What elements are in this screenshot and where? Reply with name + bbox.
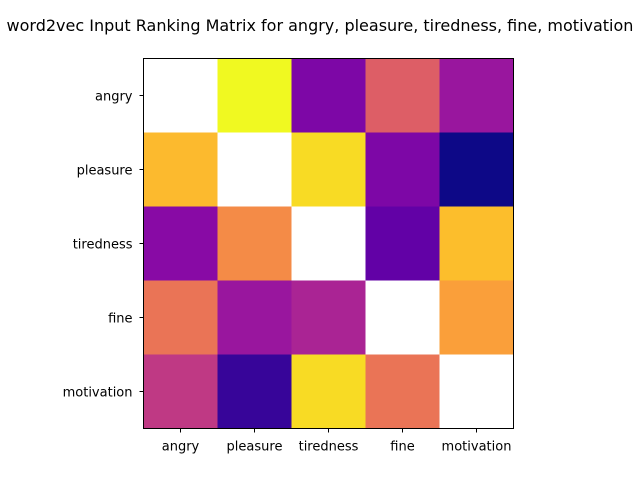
heatmap-cell-motivation-tiredness xyxy=(291,354,366,429)
heatmap-cell-fine-tiredness xyxy=(291,280,366,355)
y-tick-label: angry xyxy=(95,90,133,105)
heatmap-cell-tiredness-pleasure xyxy=(217,206,292,281)
y-tick-label: motivation xyxy=(63,386,133,401)
x-tick-label: fine xyxy=(390,440,414,455)
heatmap-cell-tiredness-angry xyxy=(143,206,218,281)
heatmap-cell-pleasure-angry xyxy=(143,132,218,207)
heatmap-cell-motivation-pleasure xyxy=(217,354,292,429)
heatmap-cell-motivation-fine xyxy=(365,354,440,429)
y-tick-label: pleasure xyxy=(77,164,133,179)
x-tick-label: pleasure xyxy=(227,440,283,455)
heatmap-cell-pleasure-motivation xyxy=(439,132,514,207)
heatmap-cell-tiredness-tiredness xyxy=(291,206,366,281)
heatmap-cell-fine-motivation xyxy=(439,280,514,355)
heatmap-cell-tiredness-motivation xyxy=(439,206,514,281)
x-tick-label: motivation xyxy=(442,440,512,455)
heatmap-cell-fine-angry xyxy=(143,280,218,355)
heatmap-cell-pleasure-pleasure xyxy=(217,132,292,207)
heatmap-cell-angry-angry xyxy=(143,58,218,133)
heatmap-cell-pleasure-fine xyxy=(365,132,440,207)
heatmap-cell-tiredness-fine xyxy=(365,206,440,281)
heatmap-cell-angry-pleasure xyxy=(217,58,292,133)
heatmap-cell-angry-fine xyxy=(365,58,440,133)
x-tick-label: angry xyxy=(162,440,200,455)
chart-title: word2vec Input Ranking Matrix for angry,… xyxy=(7,16,634,35)
heatmap-cell-pleasure-tiredness xyxy=(291,132,366,207)
axes-frame xyxy=(143,58,514,429)
x-tick-label: tiredness xyxy=(299,440,359,455)
y-tick-label: tiredness xyxy=(73,238,133,253)
heatmap-cell-motivation-angry xyxy=(143,354,218,429)
y-tick-label: fine xyxy=(108,312,132,327)
heatmap-cells xyxy=(143,58,514,429)
heatmap-cell-fine-pleasure xyxy=(217,280,292,355)
axis-ticks: angry pleasure tiredness fine motivation angr… xyxy=(63,90,512,455)
heatmap-cell-fine-fine xyxy=(365,280,440,355)
heatmap-cell-angry-motivation xyxy=(439,58,514,133)
heatmap-cell-motivation-motivation xyxy=(439,354,514,429)
heatmap-cell-angry-tiredness xyxy=(291,58,366,133)
